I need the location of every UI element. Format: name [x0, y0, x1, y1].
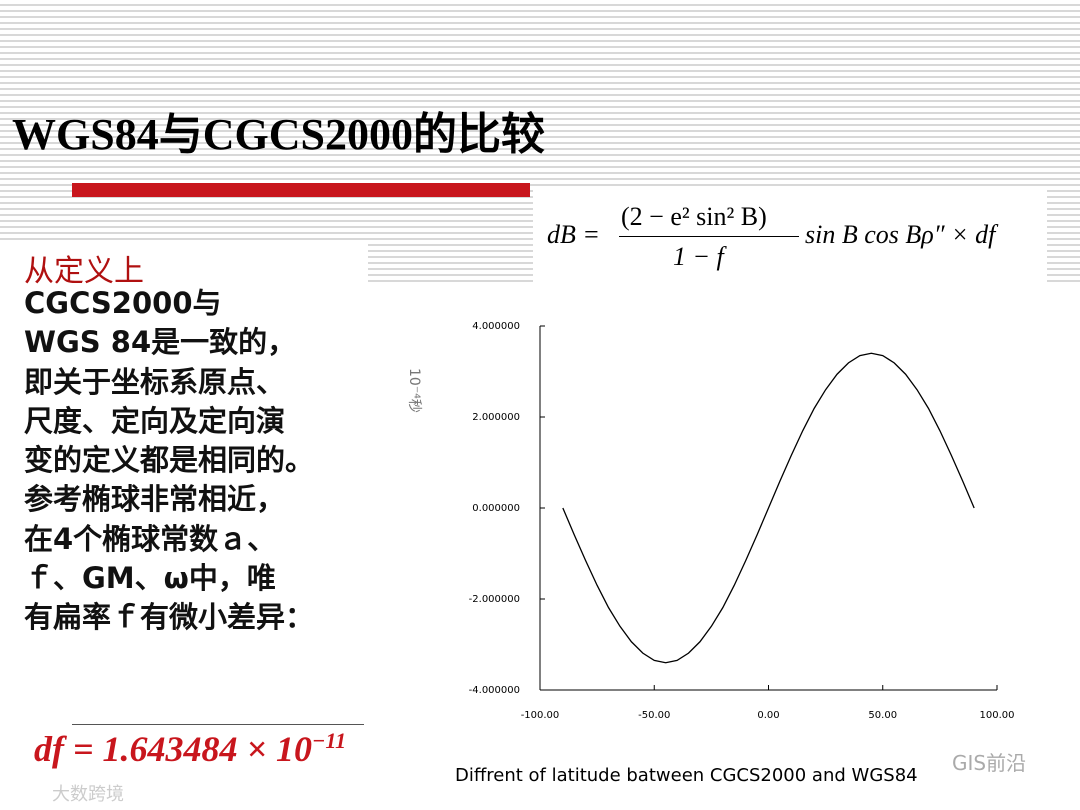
formula-denominator: 1 − f [673, 242, 724, 271]
formula: dB = (2 − e² sin² B) 1 − f sin B cos Bρ″… [533, 186, 1047, 282]
df-lhs: df [34, 729, 64, 769]
y-tick-label: 4.000000 [472, 321, 520, 332]
body-line: WGS 84是一致的， [24, 325, 297, 360]
x-tick-label: 100.00 [980, 710, 1015, 721]
df-number: = 1.643484 × 10 [73, 729, 313, 769]
watermark: 大数跨境 [52, 784, 124, 805]
df-exponent: −11 [312, 728, 347, 753]
formula-lhs: dB = [547, 220, 600, 249]
body-line: 变的定义都是相同的。 [24, 443, 315, 478]
formula-numerator: (2 − e² sin² B) [621, 202, 767, 231]
x-tick-label: 50.00 [868, 710, 897, 721]
title-bar [72, 183, 530, 197]
body-line: 参考椭球非常相近， [24, 482, 286, 517]
y-tick-label: -2.000000 [469, 594, 520, 605]
data-line [562, 352, 975, 664]
y-axis-label: 10⁻⁴秒 [406, 368, 422, 413]
x-tick-label: -50.00 [638, 710, 670, 721]
body-line: CGCS2000与 [24, 286, 222, 320]
y-tick-label: 2.000000 [472, 412, 520, 423]
text-panel [0, 240, 368, 810]
rule [72, 724, 364, 725]
chart-panel [368, 282, 1080, 810]
fraction-line [619, 236, 799, 237]
df-value: df = 1.643484 × 10−11 [34, 728, 346, 770]
y-tick-label: -4.000000 [469, 685, 520, 696]
body-line: ｆ、GM、ω中，唯 [24, 561, 276, 596]
x-axis-label: Diffrent of latitude batween CGCS2000 an… [455, 765, 918, 786]
slide-title: WGS84与CGCS2000的比较 [12, 110, 545, 159]
x-tick-label: -100.00 [521, 710, 560, 721]
body-line: 即关于坐标系原点、 [24, 364, 286, 399]
y-tick-label: 0.000000 [472, 503, 520, 514]
body-line: 尺度、定向及定向演 [24, 403, 286, 438]
x-tick-label: 0.00 [757, 710, 779, 721]
heading: 从定义上 [24, 254, 144, 289]
body-line: 在4个椭球常数ａ、 [24, 521, 277, 556]
body-line: 有扁率ｆ有微小差异： [24, 600, 315, 635]
watermark: GIS前沿 [952, 751, 1026, 775]
body-text: CGCS2000与 WGS 84是一致的， 即关于坐标系原点、 尺度、定向及定向演 变的… [24, 284, 314, 638]
formula-rest: sin B cos Bρ″ × df [805, 220, 996, 249]
